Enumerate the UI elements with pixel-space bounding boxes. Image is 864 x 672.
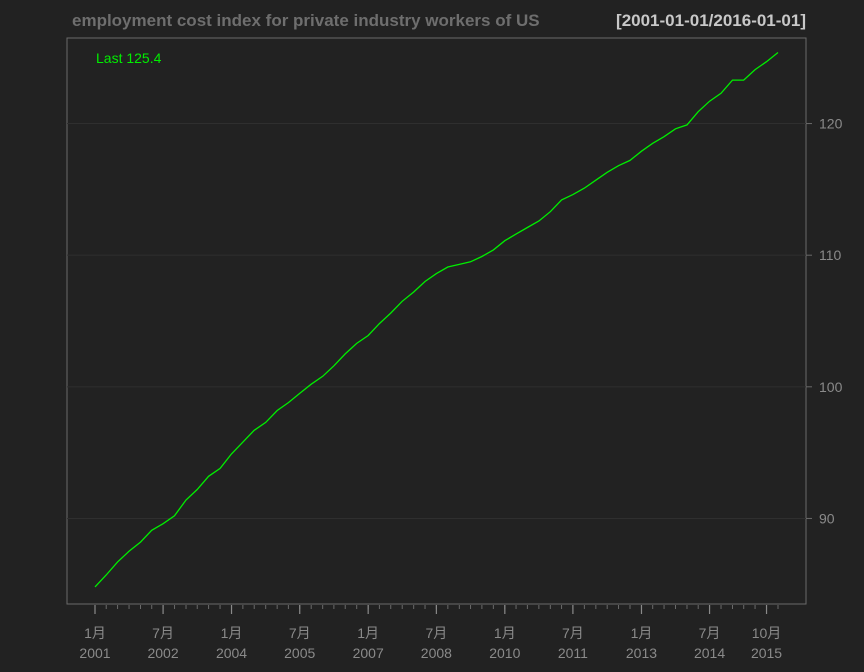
x-tick-year: 2001 bbox=[79, 645, 110, 661]
y-tick-label: 100 bbox=[819, 379, 843, 395]
x-axis: 1月 2001 7月 2002 1月 2004 7月 2005 1月 2007 7月 2008 1月 20… bbox=[79, 605, 782, 661]
y-tick-label: 120 bbox=[819, 116, 843, 132]
x-tick-month: 7月 bbox=[152, 625, 174, 641]
x-tick-year: 2002 bbox=[147, 645, 178, 661]
x-tick-month: 7月 bbox=[425, 625, 447, 641]
x-tick-month: 10月 bbox=[752, 625, 782, 641]
chart-title: employment cost index for private indust… bbox=[72, 11, 540, 30]
x-tick-month: 7月 bbox=[289, 625, 311, 641]
x-tick-month: 1月 bbox=[221, 625, 243, 641]
date-range: [2001-01-01/2016-01-01] bbox=[616, 11, 806, 30]
x-tick-year: 2007 bbox=[353, 645, 384, 661]
x-tick-year: 2008 bbox=[421, 645, 452, 661]
x-tick-month: 7月 bbox=[699, 625, 721, 641]
x-tick-year: 2011 bbox=[558, 645, 588, 661]
y-axis: 90 100 110 120 bbox=[806, 116, 843, 526]
x-tick-month: 7月 bbox=[562, 625, 584, 641]
x-tick-year: 2004 bbox=[216, 645, 247, 661]
x-tick-month: 1月 bbox=[84, 625, 106, 641]
x-tick-month: 1月 bbox=[357, 625, 379, 641]
y-tick-label: 90 bbox=[819, 510, 835, 526]
x-tick-month: 1月 bbox=[494, 625, 516, 641]
plot-area bbox=[66, 37, 807, 605]
x-tick-year: 2010 bbox=[489, 645, 520, 661]
series-line bbox=[94, 51, 779, 588]
gridlines bbox=[67, 123, 806, 519]
x-tick-year: 2013 bbox=[626, 645, 657, 661]
x-tick-year: 2015 bbox=[751, 645, 782, 661]
x-tick-year: 2005 bbox=[284, 645, 315, 661]
y-tick-label: 110 bbox=[819, 247, 842, 263]
x-tick-year: 2014 bbox=[694, 645, 725, 661]
x-tick-month: 1月 bbox=[631, 625, 653, 641]
last-value-label: Last 125.4 bbox=[96, 50, 162, 66]
